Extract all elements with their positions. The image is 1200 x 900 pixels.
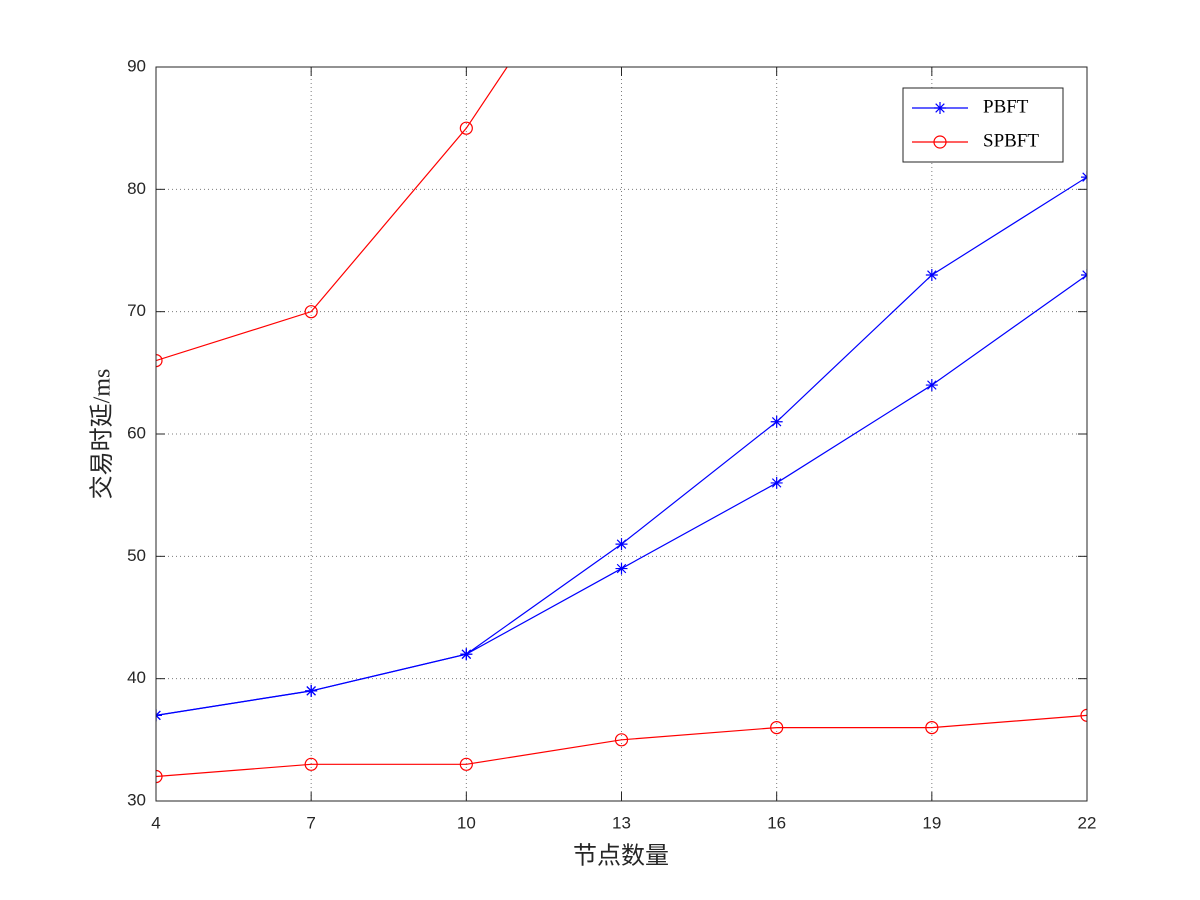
- x-tick-label: 19: [922, 813, 941, 832]
- marker: [925, 379, 938, 392]
- marker: [459, 757, 473, 771]
- series-layer: [156, 67, 1087, 784]
- y-tick-label: 40: [127, 668, 146, 687]
- marker: [305, 684, 318, 697]
- x-tick-label: 22: [1078, 813, 1097, 832]
- y-tick-label: 70: [127, 301, 146, 320]
- marker: [156, 769, 163, 784]
- marker: [770, 476, 783, 489]
- marker: [770, 720, 784, 735]
- legend: PBFT SPBFT: [902, 87, 1064, 163]
- y-axis-label: 交易时延/ms: [89, 369, 116, 500]
- y-tick-label: 50: [127, 546, 146, 565]
- marker: [933, 135, 947, 149]
- x-axis-label: 节点数量: [573, 843, 669, 870]
- legend-box: [902, 87, 1064, 163]
- y-tick-label: 60: [127, 423, 146, 442]
- legend-label: SPBFT: [983, 130, 1039, 151]
- marker: [614, 733, 629, 747]
- marker: [925, 720, 939, 735]
- marker: [770, 415, 783, 428]
- x-tick-label: 7: [306, 813, 315, 832]
- series-line: [156, 714, 1087, 778]
- marker: [615, 562, 628, 575]
- x-tick-label: 4: [151, 813, 160, 832]
- x-tick-label: 16: [767, 813, 786, 832]
- plot-area: [156, 67, 1087, 801]
- marker: [304, 305, 318, 319]
- marker: [1080, 708, 1087, 722]
- marker: [925, 268, 938, 281]
- marker: [304, 757, 318, 771]
- marker: [615, 538, 628, 551]
- marker: [156, 354, 163, 368]
- y-tick-label: 30: [127, 790, 146, 809]
- y-tick-label: 90: [127, 56, 146, 75]
- y-tick-label: 80: [127, 179, 146, 198]
- series-line: [156, 67, 508, 362]
- marker: [934, 102, 946, 114]
- legend-label: PBFT: [983, 96, 1029, 117]
- marker: [460, 648, 473, 661]
- marker: [459, 121, 473, 135]
- x-tick-label: 13: [612, 813, 631, 832]
- ticks: 4 7 10 13 16 19 22 30 40 50 60 70 80 90: [127, 56, 1096, 832]
- x-tick-label: 10: [457, 813, 476, 832]
